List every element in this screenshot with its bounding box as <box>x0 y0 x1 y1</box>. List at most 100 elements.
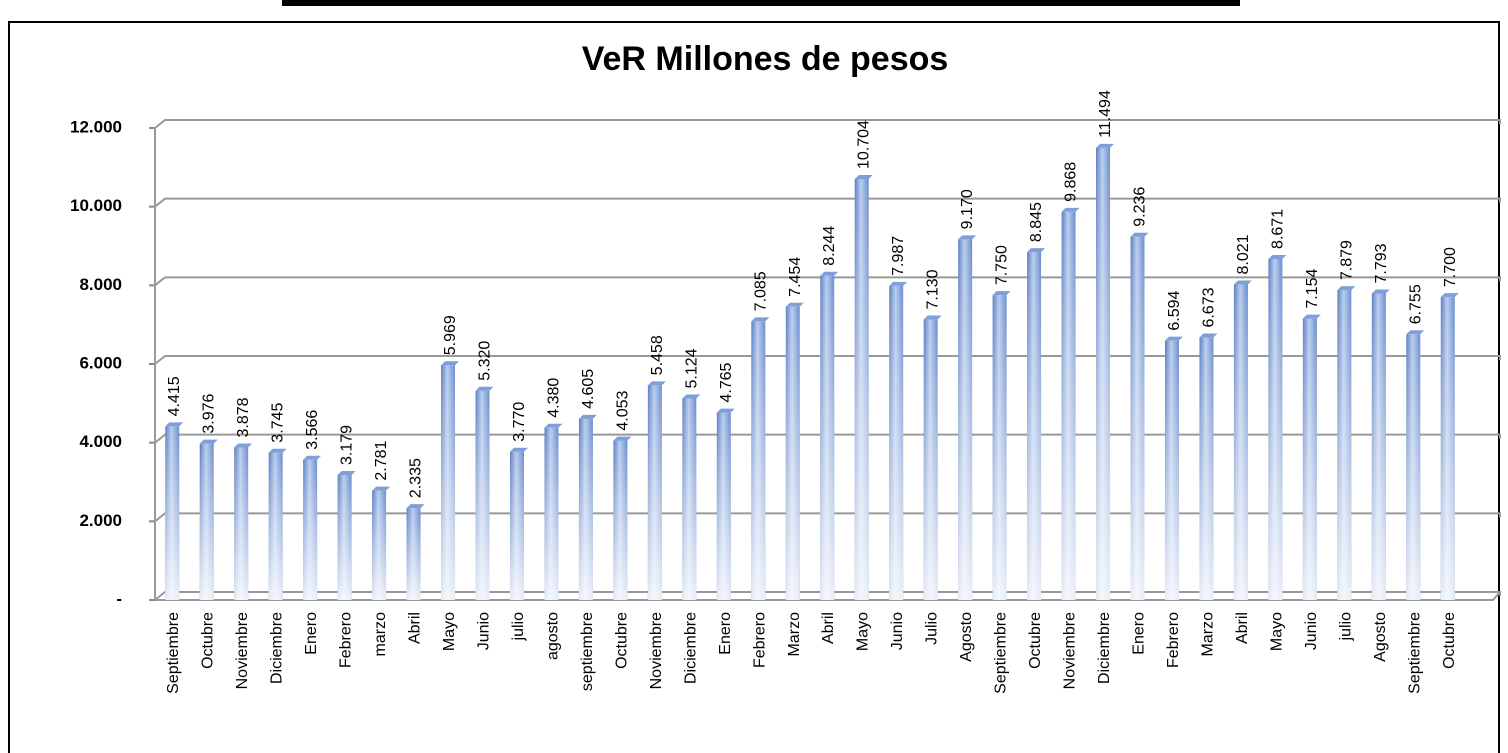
value-label: 2.781 <box>373 440 390 480</box>
value-label: 11.494 <box>1097 90 1114 138</box>
x-tick-label: Octubre <box>1441 612 1458 669</box>
top-bar <box>282 0 1240 6</box>
bar-shade <box>785 306 800 600</box>
bar-cap <box>1027 248 1046 253</box>
bar-shade <box>647 385 662 600</box>
bar-cap <box>1096 143 1115 148</box>
x-tick-label: Diciembre <box>682 612 699 684</box>
bar-cap <box>1440 293 1459 298</box>
value-label: 3.878 <box>235 397 252 437</box>
x-tick-label: Junio <box>476 612 493 650</box>
bar-cap <box>337 470 356 475</box>
bar-shade <box>1302 318 1317 600</box>
bar-cap <box>1268 254 1287 259</box>
bar-shade <box>1406 334 1421 600</box>
x-tick-label: Agosto <box>958 612 975 662</box>
x-tick-label: Febrero <box>751 612 768 668</box>
bar-shade <box>268 452 283 600</box>
value-label: 5.320 <box>477 341 494 381</box>
value-label: 3.770 <box>511 402 528 442</box>
bar-shade <box>578 418 593 600</box>
bar-cap <box>613 436 632 441</box>
value-label: 7.454 <box>787 257 804 297</box>
bar-cap <box>165 422 184 427</box>
bar-cap <box>406 504 425 509</box>
bar-cap <box>992 291 1011 296</box>
grid-line <box>154 197 1501 208</box>
x-tick-label: Marzo <box>1199 612 1216 657</box>
value-label: 3.745 <box>270 403 287 443</box>
bar-shade <box>1061 211 1076 600</box>
x-tick-label: Febrero <box>338 612 355 668</box>
bar-shade <box>889 285 904 600</box>
value-label: 3.566 <box>304 410 321 450</box>
x-tick-label: Junio <box>1303 612 1320 650</box>
bar-cap <box>1233 280 1252 285</box>
bar-shade <box>165 426 180 600</box>
bar-shade <box>1096 147 1111 601</box>
bar-shade <box>1233 284 1248 600</box>
bar-shade <box>475 390 490 600</box>
grid-line <box>154 119 1501 129</box>
bar-shade <box>1440 297 1455 600</box>
x-tick-label: Octubre <box>613 612 630 669</box>
bar-shade <box>1164 340 1179 600</box>
bar-cap <box>854 174 873 179</box>
floor <box>155 591 1501 601</box>
value-label: 4.605 <box>580 369 597 409</box>
x-tick-label: Mayo <box>441 612 458 651</box>
x-tick-label: Octubre <box>200 612 217 669</box>
x-tick-label: Enero <box>303 612 320 655</box>
x-tick-label: Noviembre <box>234 612 251 689</box>
x-tick-label: Julio <box>924 612 941 645</box>
bar-shade <box>1199 337 1214 600</box>
x-tick-label: Abril <box>820 612 837 644</box>
x-tick-label: Abril <box>1234 612 1251 644</box>
value-label: 7.700 <box>1442 247 1459 287</box>
value-label: 7.154 <box>1304 268 1321 308</box>
bar-cap <box>1199 333 1218 338</box>
value-label: 9.868 <box>1063 162 1080 202</box>
x-tick-label: Mayo <box>855 612 872 651</box>
bar-cap <box>268 448 287 453</box>
value-label: 5.969 <box>442 315 459 355</box>
value-label: 7.793 <box>1373 243 1390 283</box>
bar-shade <box>682 398 697 600</box>
bar-shade <box>372 490 387 600</box>
bar-cap <box>958 235 977 240</box>
x-tick-label: julio <box>510 612 527 642</box>
value-label: 2.335 <box>408 458 425 498</box>
x-tick-label: Octubre <box>1027 612 1044 669</box>
bar-cap <box>1371 289 1390 294</box>
x-tick-label: Diciembre <box>1096 612 1113 684</box>
value-label: 10.704 <box>856 120 873 169</box>
bar-shade <box>509 451 524 600</box>
bar-cap <box>234 443 253 448</box>
y-tick-label: 8.000 <box>79 275 122 294</box>
bar-cap <box>889 281 908 286</box>
bar-cap <box>1061 207 1080 212</box>
y-tick-label: 2.000 <box>79 511 122 530</box>
bar-cap <box>1406 330 1425 335</box>
x-tick-label: Septiembre <box>993 612 1010 694</box>
bar-shade <box>751 321 766 600</box>
bar-shade <box>1371 293 1386 600</box>
bar-shade <box>992 295 1007 600</box>
x-tick-label: Enero <box>717 612 734 655</box>
value-label: 9.170 <box>959 189 976 229</box>
value-label: 6.755 <box>1407 284 1424 324</box>
bar-cap <box>785 302 804 307</box>
value-label: 7.750 <box>994 245 1011 285</box>
x-tick-label: marzo <box>372 612 389 657</box>
value-label: 3.179 <box>339 425 356 465</box>
x-tick-label: Mayo <box>1268 612 1285 651</box>
bar-cap <box>923 315 942 320</box>
bar-shade <box>406 508 421 600</box>
value-label: 9.236 <box>1132 187 1149 227</box>
bar-shade <box>613 440 628 600</box>
x-tick-label: Noviembre <box>1062 612 1079 689</box>
bar-shade <box>1268 258 1283 600</box>
frame <box>8 21 1500 753</box>
value-label: 7.879 <box>1338 240 1355 280</box>
